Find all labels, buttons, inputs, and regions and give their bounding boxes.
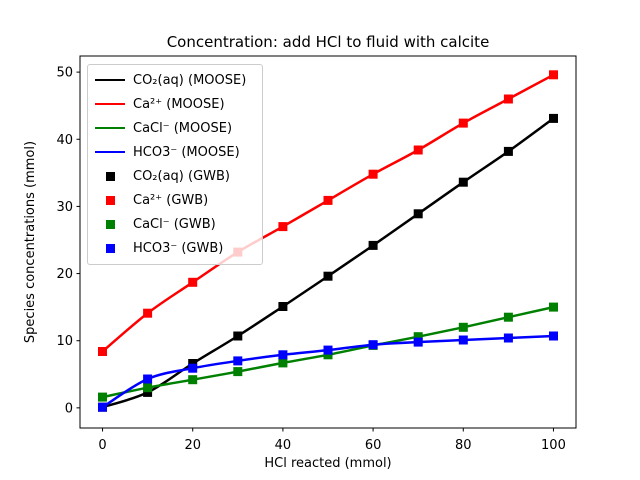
square-marker-icon [105,196,115,206]
legend-line-swatch [95,79,125,82]
legend-item: CaCl⁻ (MOOSE) [95,116,256,140]
legend-item: HCO3⁻ (MOOSE) [95,140,256,164]
square-marker-icon [105,220,115,230]
data-point-marker [188,277,198,287]
data-point-marker [413,209,423,219]
data-point-marker [143,383,153,393]
legend-line-swatch [95,151,125,154]
data-point-marker [98,347,107,356]
data-point-marker [143,374,153,384]
x-tick-label: 60 [365,438,382,453]
data-point-marker [413,337,423,347]
legend-item: CO₂(aq) (MOOSE) [95,68,256,92]
y-tick-label: 50 [56,66,73,81]
legend-label: Ca²⁺ (GWB) [133,193,209,209]
legend-item: HCO3⁻ (GWB) [95,237,256,261]
square-marker-icon [105,172,115,182]
plot-frame [79,55,577,429]
legend-item: Ca²⁺ (GWB) [95,189,256,213]
square-marker-icon [105,244,115,254]
data-point-marker [278,222,288,232]
data-point-marker [413,145,423,155]
y-tick-label: 20 [56,267,73,282]
y-tick-label: 40 [56,133,73,148]
chart-title: Concentration: add HCl to fluid with cal… [167,33,490,51]
data-point-marker [458,177,468,187]
data-point-marker [503,312,513,322]
legend-line-swatch [95,127,125,130]
legend-marker-swatch [95,172,125,182]
data-point-marker [368,340,378,350]
legend-line-swatch [95,103,125,106]
series-markers-7 [98,331,558,412]
plot-layer [98,70,558,412]
data-point-marker [549,331,558,341]
data-point-marker [233,356,243,366]
legend-label: CaCl⁻ (GWB) [133,217,216,233]
data-point-marker [549,70,558,80]
series-markers-6 [98,302,558,402]
y-tick-label: 0 [65,401,73,416]
data-point-marker [323,350,333,360]
data-point-marker [143,387,153,397]
line-sample-icon [95,103,125,106]
data-point-marker [458,335,468,345]
x-axis-label: HCl reacted (mmol) [264,456,391,471]
line-sample-icon [95,79,125,82]
x-tick-label: 40 [275,438,292,453]
data-point-marker [458,118,468,128]
y-tick-label: 10 [56,334,73,349]
data-point-marker [368,169,378,179]
x-tick-label: 80 [455,438,472,453]
data-point-marker [188,363,198,373]
data-point-marker [98,392,107,402]
y-axis-label: Species concentrations (mmol) [23,141,38,343]
data-point-marker [323,345,333,355]
data-point-marker [458,322,468,332]
legend-item: Ca²⁺ (MOOSE) [95,92,256,116]
series-markers-5 [98,70,558,356]
data-point-marker [503,94,513,104]
x-tick-label: 0 [98,438,106,453]
data-point-marker [278,358,288,368]
data-point-marker [233,331,243,341]
x-tick-label: 100 [541,438,566,453]
data-point-marker [323,271,333,281]
legend-marker-swatch [95,220,125,230]
data-point-marker [278,350,288,360]
data-point-marker [503,146,513,156]
legend-item: CaCl⁻ (GWB) [95,213,256,237]
data-point-marker [278,302,288,311]
legend: CO₂(aq) (MOOSE) Ca²⁺ (MOOSE) CaCl⁻ (MOOSE)… [87,64,263,265]
legend-label: CO₂(aq) (GWB) [133,169,231,185]
legend-label: CO₂(aq) (MOOSE) [133,72,247,88]
tick-layer: 0 20 40 60 80 100 0 10 20 30 40 50 [56,66,565,453]
data-point-marker [503,333,513,343]
data-point-marker [413,332,423,342]
x-tick-label: 20 [184,438,201,453]
legend-label: Ca²⁺ (MOOSE) [133,96,225,112]
data-point-marker [549,113,558,123]
line-sample-icon [95,151,125,154]
data-point-marker [188,359,198,368]
line-sample-icon [95,127,125,130]
data-point-marker [98,402,107,412]
data-point-marker [368,240,378,250]
data-point-marker [188,375,198,385]
data-point-marker [233,367,243,377]
y-tick-label: 30 [56,200,73,215]
data-point-marker [323,195,333,205]
legend-label: HCO3⁻ (MOOSE) [133,144,240,160]
legend-item: CO₂(aq) (GWB) [95,165,256,189]
legend-label: HCO3⁻ (GWB) [133,241,224,257]
legend-marker-swatch [95,244,125,254]
data-point-marker [549,302,558,312]
legend-label: CaCl⁻ (MOOSE) [133,120,233,136]
data-point-marker [143,308,153,318]
legend-marker-swatch [95,196,125,206]
